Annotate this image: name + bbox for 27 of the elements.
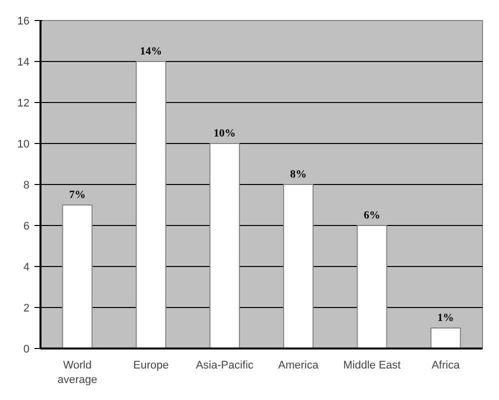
bar — [136, 61, 166, 348]
data-label: 10% — [214, 128, 236, 140]
y-tick-label: 12 — [17, 98, 30, 110]
data-label: 14% — [140, 46, 162, 58]
bar — [283, 184, 314, 348]
y-tick-label: 0 — [23, 344, 30, 356]
y-tick-label: 2 — [23, 302, 30, 314]
x-tick-label: Asia-Pacific — [196, 360, 254, 372]
bar — [430, 328, 461, 348]
x-tick-label: Africa — [432, 360, 461, 372]
x-tick-label: America — [278, 360, 320, 372]
x-tick-label: Middle East — [343, 360, 401, 372]
x-tick-label: Europe — [133, 360, 169, 372]
y-tick-label: 4 — [23, 262, 30, 274]
x-tick-label: World average — [57, 360, 98, 386]
y-tick-label: 10 — [17, 138, 30, 150]
y-tick-label: 14 — [17, 56, 30, 68]
bar — [62, 204, 93, 348]
data-label: 8% — [290, 168, 307, 180]
bar — [356, 225, 388, 348]
data-label: 1% — [437, 312, 454, 324]
bar — [209, 143, 240, 348]
y-tick-label: 16 — [17, 16, 30, 28]
data-label: 6% — [364, 210, 380, 222]
y-tick-label: 8 — [23, 180, 30, 192]
y-tick-label: 6 — [23, 220, 30, 232]
data-label: 7% — [69, 189, 86, 201]
